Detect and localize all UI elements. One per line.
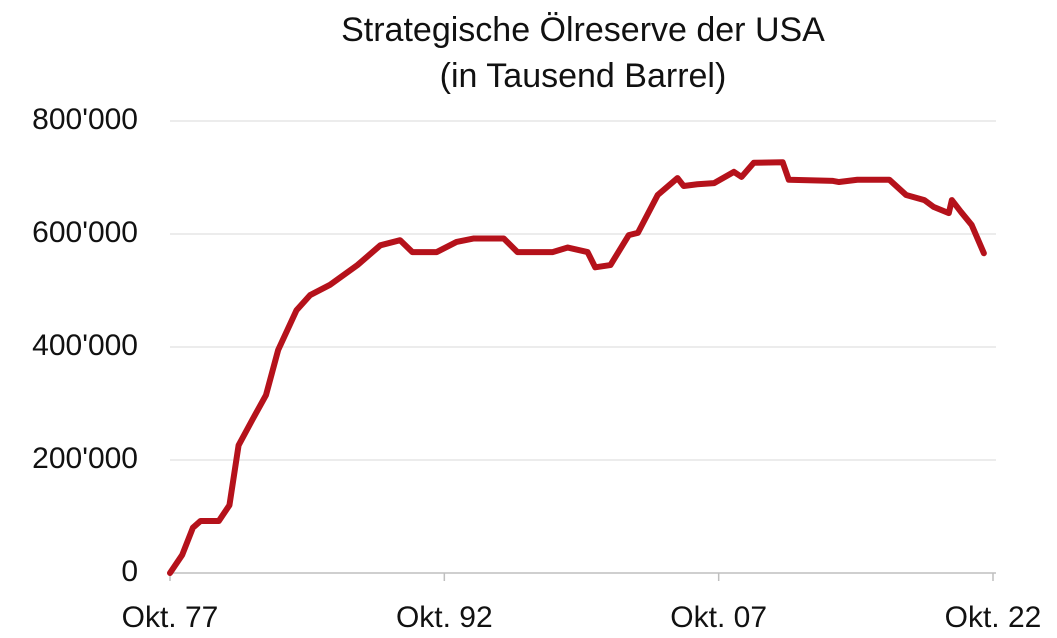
y-tick-label: 200'000 bbox=[32, 442, 138, 475]
y-tick-label: 0 bbox=[121, 555, 138, 588]
x-tick-label: Okt. 07 bbox=[670, 601, 767, 634]
x-tick-label: Okt. 77 bbox=[122, 601, 219, 634]
y-tick-label: 800'000 bbox=[32, 103, 138, 136]
x-tick-label: Okt. 92 bbox=[396, 601, 493, 634]
y-tick-label: 600'000 bbox=[32, 216, 138, 249]
chart-title: Strategische Ölreserve der USA bbox=[341, 11, 825, 49]
y-tick-label: 400'000 bbox=[32, 329, 138, 362]
x-tick-label: Okt. 22 bbox=[945, 601, 1042, 634]
chart-subtitle: (in Tausend Barrel) bbox=[440, 57, 727, 95]
data-line bbox=[167, 159, 987, 576]
